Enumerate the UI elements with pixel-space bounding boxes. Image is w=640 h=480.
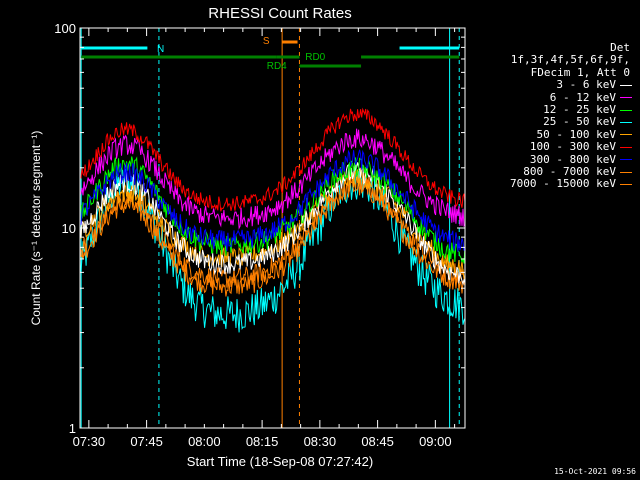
legend-swatch: [620, 146, 632, 148]
night-label: N: [157, 44, 164, 55]
rd0-label: RD0: [305, 52, 325, 63]
rd4-label: RD4: [267, 61, 287, 72]
legend-swatch: [620, 84, 632, 86]
timestamp: 15-Oct-2021 09:56: [554, 467, 636, 476]
x-tick-label: 07:45: [130, 434, 163, 449]
legend-entry: 6 - 12 keV: [486, 90, 636, 104]
legend-label: 100 - 300 keV: [529, 140, 616, 154]
legend-swatch: [620, 184, 632, 186]
x-axis-label: Start Time (18-Sep-08 07:27:42): [187, 454, 373, 469]
y-axis-label: Count Rate (s⁻¹ detector segment⁻¹): [29, 131, 43, 326]
legend-entry: 800 - 7000 keV: [486, 164, 636, 178]
legend-header-line-1: Det 1f,3f,4f,5f,6f,9f,: [510, 41, 630, 67]
x-tick-label: 08:45: [361, 434, 394, 449]
legend-entry: 12 - 25 keV: [486, 103, 636, 116]
legend-label: 12 - 25 keV: [543, 103, 616, 116]
legend-entry: 300 - 800 keV: [486, 152, 636, 166]
legend-label: 800 - 7000 keV: [523, 164, 616, 178]
legend-swatch: [620, 159, 632, 161]
legend-swatch: [620, 134, 632, 136]
legend-header-line-2: FDecim 1, Att 0: [530, 65, 630, 79]
legend-entry: 3 - 6 keV: [486, 78, 636, 92]
legend-label: 50 - 100 keV: [536, 127, 616, 141]
legend-entry: 100 - 300 keV: [486, 140, 636, 154]
legend-swatch: [620, 109, 632, 111]
x-tick-label: 08:30: [304, 434, 337, 449]
legend-swatch: [620, 97, 632, 99]
legend-entries: 3 - 6 keV 6 - 12 keV 12 - 25 keV 25 - 50 ke…: [486, 78, 636, 191]
plot-area: N S RD0 RD4: [79, 28, 466, 428]
saa-label: S: [263, 36, 270, 47]
legend-swatch: [620, 122, 632, 124]
chart-title: RHESSI Count Rates: [208, 5, 351, 22]
legend-entry: 50 - 100 keV: [486, 127, 636, 141]
legend-label: 3 - 6 keV: [556, 78, 616, 92]
series-line-7: [79, 174, 466, 288]
y-tick-label: 10: [62, 221, 76, 236]
x-tick-label: 09:00: [419, 434, 452, 449]
x-tick-label: 08:15: [246, 434, 279, 449]
series-line-5: [79, 107, 466, 212]
legend-label: 6 - 12 keV: [549, 90, 616, 104]
series-line-1: [79, 128, 466, 230]
series-line-3: [79, 166, 466, 333]
legend-label: 7000 - 15000 keV: [510, 177, 616, 191]
legend-entry: 25 - 50 keV: [486, 115, 636, 129]
legend-swatch: [620, 171, 632, 173]
legend: Det 1f,3f,4f,5f,6f,9f, FDecim 1, Att 0 3…: [486, 41, 636, 191]
legend-label: 300 - 800 keV: [529, 152, 616, 166]
y-tick-label: 1: [69, 421, 76, 436]
series-line-6: [79, 149, 466, 252]
axes: 1 10 100 07:30 07:45 08:00 08:15 08:30 08:45 09:0…: [54, 21, 465, 449]
x-tick-label: 07:30: [73, 434, 106, 449]
y-tick-label: 100: [54, 21, 76, 36]
x-tick-label: 08:00: [188, 434, 221, 449]
legend-label: 25 - 50 keV: [543, 115, 616, 129]
legend-entry: 7000 - 15000 keV: [486, 177, 636, 191]
